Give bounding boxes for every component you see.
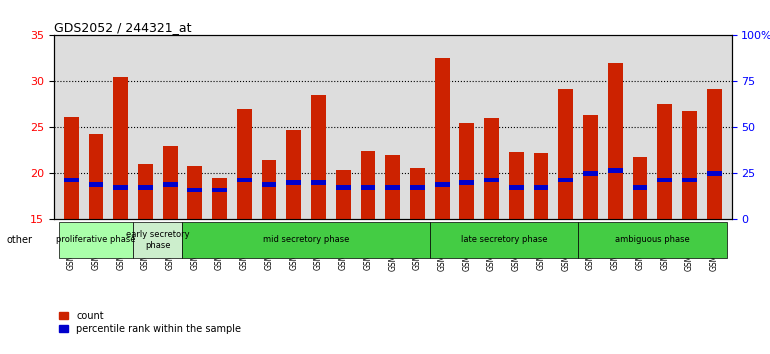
Bar [133, 222, 182, 258]
Bar [89, 182, 103, 187]
Bar [237, 178, 252, 182]
Text: GDS2052 / 244321_at: GDS2052 / 244321_at [54, 21, 192, 34]
Bar [385, 155, 400, 219]
Bar [430, 222, 578, 258]
Bar [578, 222, 727, 258]
Legend: count, percentile rank within the sample: count, percentile rank within the sample [59, 311, 241, 333]
Bar [113, 77, 128, 219]
Text: early secretory
phase: early secretory phase [126, 230, 189, 250]
Bar [262, 182, 276, 187]
Bar [558, 89, 573, 219]
Bar [89, 134, 103, 219]
FancyArrow shape [44, 230, 52, 250]
Bar [608, 63, 623, 219]
Bar [162, 146, 178, 219]
Bar [59, 222, 133, 258]
Bar [583, 171, 598, 176]
Bar [262, 160, 276, 219]
Bar [311, 95, 326, 219]
Text: other: other [7, 235, 33, 245]
Bar [213, 178, 227, 219]
Bar [162, 182, 178, 187]
Bar [658, 178, 672, 182]
Bar [360, 152, 376, 219]
Bar [360, 185, 376, 189]
Bar [410, 168, 425, 219]
Bar [682, 111, 697, 219]
Bar [410, 185, 425, 189]
Bar [484, 118, 499, 219]
Bar [633, 157, 648, 219]
Bar [707, 89, 721, 219]
Bar [460, 180, 474, 185]
Bar [707, 171, 721, 176]
Bar [311, 180, 326, 185]
Bar [64, 178, 79, 182]
Bar [633, 185, 648, 189]
Bar [658, 104, 672, 219]
Bar [509, 185, 524, 189]
Bar [435, 58, 450, 219]
Bar [182, 222, 430, 258]
Bar [187, 188, 203, 192]
Bar [336, 170, 350, 219]
Bar [583, 115, 598, 219]
Text: proliferative phase: proliferative phase [56, 235, 136, 244]
Bar [64, 117, 79, 219]
Bar [682, 178, 697, 182]
Bar [460, 123, 474, 219]
Bar [509, 152, 524, 219]
Bar [558, 178, 573, 182]
Text: late secretory phase: late secretory phase [460, 235, 547, 244]
Bar [113, 185, 128, 189]
Bar [534, 185, 548, 189]
Bar [286, 180, 301, 185]
Bar [138, 164, 152, 219]
Bar [435, 182, 450, 187]
Bar [534, 153, 548, 219]
Bar [484, 178, 499, 182]
Text: mid secretory phase: mid secretory phase [263, 235, 350, 244]
Bar [138, 185, 152, 189]
Bar [187, 166, 203, 219]
Bar [336, 185, 350, 189]
Bar [385, 185, 400, 189]
Bar [237, 109, 252, 219]
Bar [286, 130, 301, 219]
Text: ambiguous phase: ambiguous phase [615, 235, 690, 244]
Bar [608, 169, 623, 173]
Bar [213, 188, 227, 192]
